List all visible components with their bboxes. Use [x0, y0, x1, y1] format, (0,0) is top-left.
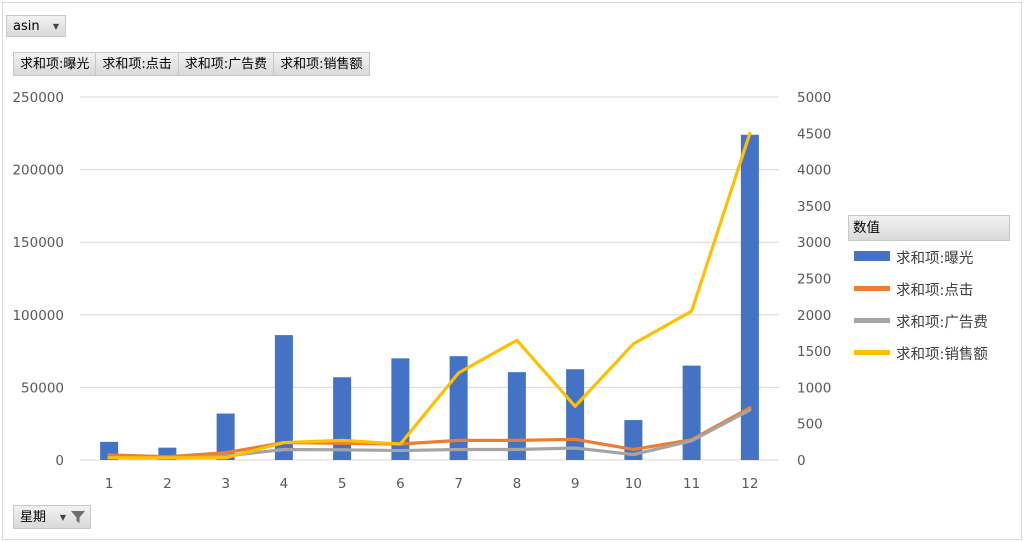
- y-right-tick-label: 4000: [797, 163, 831, 179]
- bar: [391, 358, 410, 460]
- value-field-buttons: 求和项:曝光 求和项:点击 求和项:广告费 求和项:销售额: [13, 52, 370, 76]
- legend-swatch-impressions: [854, 251, 890, 261]
- dropdown-arrow-icon: ▼: [59, 513, 66, 522]
- asin-filter-label: asin: [13, 19, 40, 34]
- legend-title[interactable]: 数值: [848, 215, 1010, 241]
- x-tick-label: 8: [513, 476, 522, 492]
- asin-filter-button[interactable]: asin ▼: [6, 15, 66, 37]
- x-tick-label: 4: [280, 476, 289, 492]
- series-line: [107, 408, 752, 460]
- series-line: [107, 406, 752, 459]
- x-tick-label: 12: [741, 476, 758, 492]
- legend-swatch-ad-spend: [854, 318, 890, 323]
- legend-swatch-clicks: [854, 286, 890, 291]
- legend-item-sales: 求和项:销售额: [848, 337, 1010, 369]
- bar: [333, 377, 352, 460]
- y-right-tick-label: 1500: [797, 344, 831, 360]
- filter-icon: [71, 511, 85, 523]
- bar: [449, 356, 468, 460]
- y-right-tick-label: 5000: [797, 90, 831, 106]
- week-filter-button[interactable]: 星期 ▼: [13, 505, 91, 529]
- bar: [740, 134, 759, 460]
- chart-legend: 数值 求和项:曝光 求和项:点击 求和项:广告费 求和项:销售额: [848, 215, 1010, 369]
- legend-item-impressions: 求和项:曝光: [848, 241, 1010, 273]
- y-right-tick-label: 4500: [797, 126, 831, 142]
- bar: [682, 365, 701, 460]
- legend-item-ad-spend: 求和项:广告费: [848, 305, 1010, 337]
- x-tick-label: 5: [338, 476, 347, 492]
- y-left-tick-label: 0: [55, 453, 64, 469]
- x-tick-label: 11: [683, 476, 700, 492]
- x-tick-label: 7: [454, 476, 463, 492]
- value-field-sales[interactable]: 求和项:销售额: [274, 52, 370, 76]
- legend-label-ad-spend: 求和项:广告费: [896, 315, 988, 331]
- x-tick-label: 6: [396, 476, 405, 492]
- y-left-tick-label: 200000: [12, 163, 64, 179]
- legend-label-impressions: 求和项:曝光: [896, 251, 974, 267]
- y-right-tick-label: 0: [797, 453, 806, 469]
- y-left-tick-label: 100000: [12, 308, 64, 324]
- value-field-clicks[interactable]: 求和项:点击: [96, 52, 179, 76]
- week-filter-label: 星期: [20, 510, 47, 525]
- x-tick-label: 9: [571, 476, 580, 492]
- legend-item-clicks: 求和项:点击: [848, 273, 1010, 305]
- bar: [566, 369, 585, 460]
- legend-swatch-sales: [854, 350, 890, 355]
- y-right-tick-label: 2500: [797, 272, 831, 288]
- series-line: [107, 131, 752, 460]
- x-tick-label: 2: [163, 476, 172, 492]
- y-right-tick-label: 1000: [797, 380, 831, 396]
- y-left-tick-label: 250000: [12, 90, 64, 106]
- x-tick-label: 3: [221, 476, 230, 492]
- value-field-ad-spend[interactable]: 求和项:广告费: [178, 52, 275, 76]
- bar: [216, 413, 235, 460]
- y-left-tick-label: 50000: [21, 380, 64, 396]
- bar: [274, 335, 293, 460]
- legend-label-clicks: 求和项:点击: [896, 283, 974, 299]
- y-right-tick-label: 500: [797, 417, 823, 433]
- legend-label-sales: 求和项:销售额: [896, 347, 988, 363]
- dropdown-arrow-icon: ▼: [52, 22, 59, 31]
- y-right-tick-label: 3000: [797, 235, 831, 251]
- value-field-impressions[interactable]: 求和项:曝光: [13, 52, 97, 76]
- x-tick-label: 1: [105, 476, 114, 492]
- y-right-tick-label: 3500: [797, 199, 831, 215]
- y-left-tick-label: 150000: [12, 235, 64, 251]
- bar: [507, 372, 526, 460]
- y-right-tick-label: 2000: [797, 308, 831, 324]
- x-tick-label: 10: [625, 476, 642, 492]
